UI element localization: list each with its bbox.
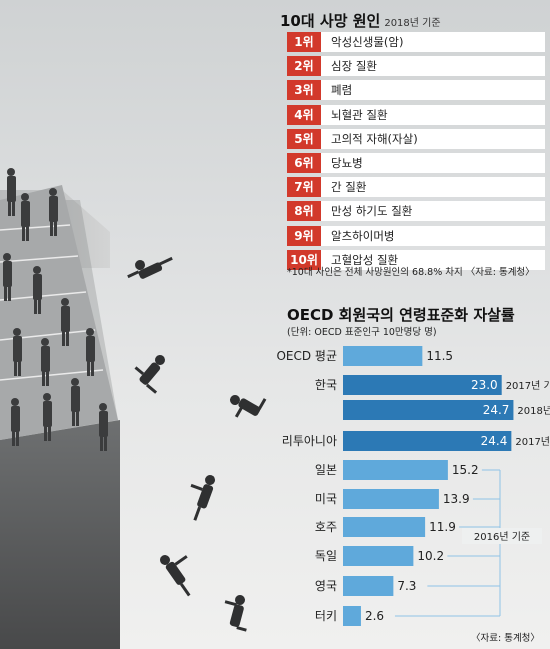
country-label: 미국 xyxy=(315,492,337,506)
bar xyxy=(343,400,514,420)
rank-label: 당뇨병 xyxy=(331,156,363,170)
rank-label: 고혈압성 질환 xyxy=(331,252,399,267)
ranking-row: 6위 당뇨병 xyxy=(287,153,545,173)
rank-label: 만성 하기도 질환 xyxy=(331,204,413,219)
country-label: 한국 xyxy=(315,378,337,392)
rank-badge: 2위 xyxy=(287,56,321,77)
bar xyxy=(343,489,439,509)
chart-title: OECD 회원국의 연령표준화 자살률 xyxy=(287,306,515,324)
rank-badge: 7위 xyxy=(287,177,321,198)
bar xyxy=(343,606,361,626)
rank-badge: 9위 xyxy=(287,225,321,246)
bar xyxy=(343,431,512,451)
year-label: 2017년 기준 xyxy=(515,436,550,448)
ranking-footnote: *10대 사인은 전체 사망원인의 68.8% 차지 〈자료: 통계청〉 xyxy=(287,267,535,278)
rank-badge: 5위 xyxy=(287,128,321,149)
rank-label: 간 질환 xyxy=(331,180,367,195)
rank-label: 알츠하이머병 xyxy=(331,228,395,243)
rank-badge: 6위 xyxy=(287,153,321,173)
rank-badge: 1위 xyxy=(287,32,321,52)
value-label: 11.5 xyxy=(426,349,453,363)
country-label: 터키 xyxy=(315,609,337,623)
bar xyxy=(343,546,414,566)
value-label: 2.6 xyxy=(365,609,384,623)
ranking-subtitle: 2018년 기준 xyxy=(384,18,441,29)
country-label: 호주 xyxy=(315,520,337,534)
bracket-label: 2016년 기준 xyxy=(474,531,530,543)
ranking-row: 3위 폐렴 xyxy=(287,80,545,101)
chart-unit: (단위: OECD 표준인구 10만명당 명) xyxy=(287,327,437,338)
value-label: 11.9 xyxy=(429,520,456,534)
value-label: 10.2 xyxy=(417,549,444,563)
ranking-row: 7위 간 질환 xyxy=(287,177,545,198)
rank-badge: 10위 xyxy=(287,249,321,270)
value-label: 15.2 xyxy=(452,463,479,477)
value-label: 24.4 xyxy=(481,434,508,448)
bar xyxy=(343,460,448,480)
bar xyxy=(343,576,394,596)
bar xyxy=(343,517,426,537)
country-label: OECD 평균 xyxy=(276,349,337,363)
rank-label: 악성신생물(암) xyxy=(331,35,404,49)
rank-label: 고의적 자해(자살) xyxy=(331,131,418,146)
rank-badge: 4위 xyxy=(287,104,321,125)
ranking-row: 5위 고의적 자해(자살) xyxy=(287,128,545,149)
country-label: 영국 xyxy=(315,579,337,593)
value-label: 7.3 xyxy=(397,579,416,593)
rank-label: 심장 질환 xyxy=(331,59,377,74)
bracket-label-bg xyxy=(462,528,542,544)
year-label: 2018년 기준 xyxy=(517,405,550,417)
ranking-title-text: 10대 사망 원인 xyxy=(280,12,381,30)
rank-badge: 3위 xyxy=(287,80,321,101)
ranking-row: 4위 뇌혈관 질환 xyxy=(287,104,545,125)
rank-label: 폐렴 xyxy=(331,83,353,98)
value-label: 24.7 xyxy=(483,403,510,417)
ranking-title: 10대 사망 원인 2018년 기준 xyxy=(280,10,441,31)
ranking-row: 10위 고혈압성 질환 xyxy=(287,249,545,270)
rank-badge: 8위 xyxy=(287,201,321,222)
ranking-row: 9위 알츠하이머병 xyxy=(287,225,545,246)
ranking-row: 2위 심장 질환 xyxy=(287,56,545,77)
ranking-row: 8위 만성 하기도 질환 xyxy=(287,201,545,222)
country-label: 리투아니아 xyxy=(282,434,337,448)
country-label: 일본 xyxy=(315,463,337,477)
ranking-row: 1위 악성신생물(암) xyxy=(287,32,545,52)
year-label: 2017년 기준 xyxy=(506,380,550,392)
value-label: 23.0 xyxy=(471,378,498,392)
rank-label: 뇌혈관 질환 xyxy=(331,107,388,122)
value-label: 13.9 xyxy=(443,492,470,506)
bar xyxy=(343,375,502,395)
chart-source: 〈자료: 통계청〉 xyxy=(471,633,540,644)
bar xyxy=(343,346,423,366)
country-label: 독일 xyxy=(315,549,337,563)
